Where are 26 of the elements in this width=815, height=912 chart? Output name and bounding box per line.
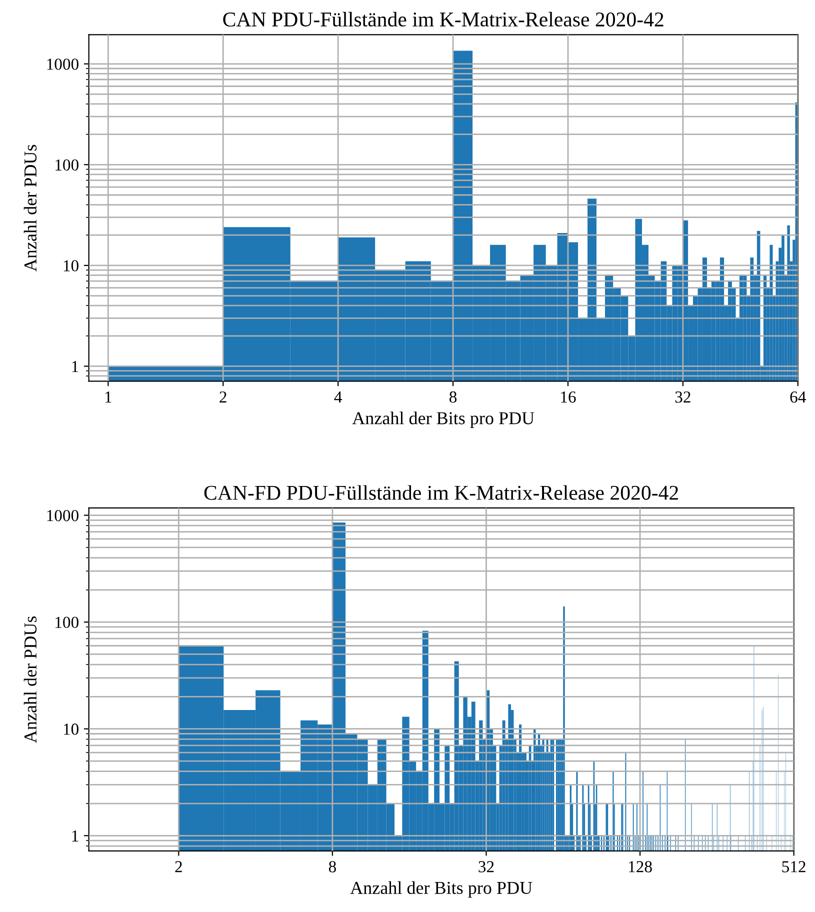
x-tick-label: 8	[328, 861, 336, 872]
x-tick-label: 2	[220, 391, 226, 403]
chart-title: CAN-FD PDU-Füllstände im K-Matrix-Release 2020-42	[204, 485, 678, 500]
x-tick-label: 1	[105, 392, 112, 403]
x-tick-label: 128	[628, 861, 652, 872]
x-tick-label: 4	[334, 392, 342, 403]
y-tick-label: 1000	[47, 510, 78, 522]
x-tick-label: 8	[449, 391, 457, 403]
x-tick-label: 16	[561, 391, 576, 403]
x-tick-label: 512	[782, 861, 806, 872]
x-tick-label: 64	[790, 391, 806, 403]
y-tick-label: 100	[56, 616, 78, 628]
y-tick-label: 1	[72, 361, 78, 372]
x-tick-label: 32	[675, 391, 690, 403]
y-tick-label: 10	[64, 724, 78, 735]
y-axis-title: Anzahl der PDUs	[24, 144, 37, 272]
x-axis-title: Anzahl der Bits pro PDU	[352, 412, 534, 428]
y-axis-title: Anzahl der PDUs	[24, 616, 37, 743]
x-tick-label: 2	[175, 861, 182, 872]
y-tick-label: 10	[64, 260, 78, 272]
y-tick-label: 100	[56, 159, 78, 171]
x-tick-label: 32	[478, 861, 494, 872]
y-tick-label: 1000	[47, 58, 78, 70]
chart-title: CAN PDU-Füllstände im K-Matrix-Release 2020-42	[223, 12, 664, 27]
y-tick-label: 1	[72, 830, 78, 842]
x-axis-title: Anzahl der Bits pro PDU	[350, 881, 532, 898]
